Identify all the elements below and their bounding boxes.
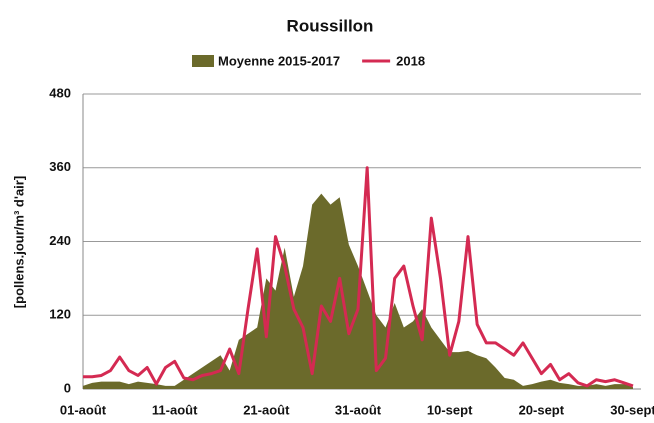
x-tick-label: 01-août [60,402,107,417]
y-tick-label: 360 [49,159,71,174]
legend-label: 2018 [396,53,425,68]
y-tick-label: 0 [64,380,71,395]
legend-swatch [192,55,214,67]
line [83,166,634,388]
x-tick-label: 30-sept [610,402,654,417]
y-tick-label: 120 [49,307,71,322]
x-tick-label: 11-août [152,402,198,417]
legend-label: Moyenne 2015-2017 [218,53,340,68]
y-axis-label: [pollens.jour/m³ d'air] [11,176,26,308]
y-tick-label: 240 [49,233,71,248]
x-tick-label: 31-août [335,402,382,417]
chart-title: Roussillon [287,16,374,35]
x-tick-label: 10-sept [427,402,473,417]
x-tick-label: 20-sept [519,402,565,417]
x-tick-label: 21-août [243,402,290,417]
y-tick-label: 480 [49,85,71,100]
